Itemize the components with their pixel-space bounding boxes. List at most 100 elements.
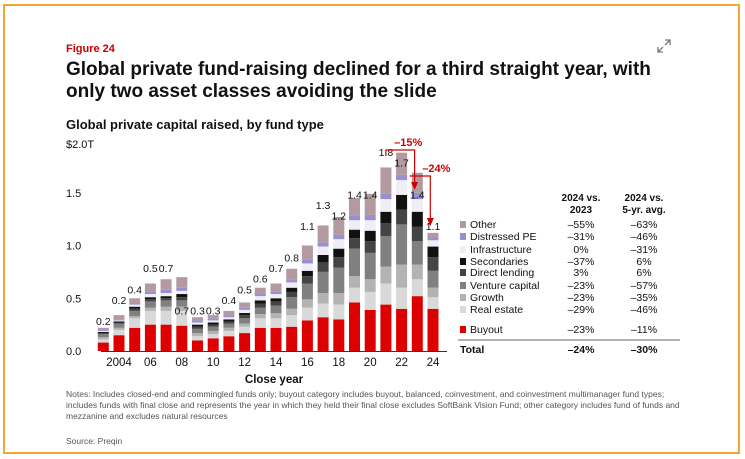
bar-segment-real-estate xyxy=(129,318,141,328)
bar-segment-distressed-pe xyxy=(176,287,188,291)
bar-total-label: 0.4 xyxy=(127,284,142,296)
expand-icon[interactable] xyxy=(657,39,671,53)
bar-segment-growth xyxy=(364,279,376,292)
bar-segment-distressed-pe xyxy=(113,319,125,321)
bar-segment-other xyxy=(192,317,203,321)
bar-segment-venture-capital xyxy=(129,310,141,317)
figure-label: Figure 24 xyxy=(66,43,115,55)
bar-segment-distressed-pe xyxy=(427,237,439,241)
bar-segment-other xyxy=(176,277,188,288)
table-cell: –57% xyxy=(631,280,658,292)
bar-segment-secondaries xyxy=(270,298,282,302)
x-tick-label: 14 xyxy=(270,357,283,369)
bar-segment-secondaries xyxy=(427,246,439,258)
bar-segment-growth xyxy=(333,292,345,305)
bar-segment-direct-lending xyxy=(223,321,235,324)
bar-total-label: 0.5 xyxy=(143,263,158,275)
bar-segment-infrastructure xyxy=(270,294,282,299)
bar-segment-growth xyxy=(301,299,313,308)
decline-arrow-head xyxy=(426,218,434,226)
bar-total-label: 1.4 xyxy=(410,189,425,201)
bar-segment-buyout xyxy=(286,326,298,351)
table-header: 2024 vs. xyxy=(562,193,601,204)
bar-segment-secondaries xyxy=(349,229,360,239)
bar-segment-venture-capital xyxy=(396,224,408,265)
legend-label: Other xyxy=(470,219,497,231)
bar-segment-other xyxy=(349,198,360,216)
bar-segment-secondaries xyxy=(411,211,423,227)
bar-segment-buyout xyxy=(160,324,172,351)
bar-segment-real-estate xyxy=(364,291,376,310)
bar-segment-infrastructure xyxy=(396,180,408,195)
bar-segment-secondaries xyxy=(333,248,345,258)
bar-segment-venture-capital xyxy=(317,271,329,293)
bar-total-label: 0.5 xyxy=(237,284,252,296)
bar-segment-distressed-pe xyxy=(364,214,376,221)
bar-segment-buyout xyxy=(380,304,392,351)
bar-segment-growth xyxy=(160,306,172,311)
legend-swatch xyxy=(460,233,466,240)
bar-total-label: 0.7 xyxy=(159,263,174,275)
bar-segment-infrastructure xyxy=(129,304,141,307)
table-cell: 0% xyxy=(573,244,588,256)
bar-segment-venture-capital xyxy=(301,283,313,300)
bar-segment-infrastructure xyxy=(301,263,313,271)
bar-segment-other xyxy=(239,302,251,308)
bar-segment-direct-lending xyxy=(192,326,203,329)
bar-segment-buyout xyxy=(144,324,156,351)
bar-segment-real-estate xyxy=(113,329,125,336)
bar-segment-infrastructure xyxy=(144,294,156,298)
legend-swatch xyxy=(460,326,466,333)
table-header: 5-yr. avg. xyxy=(622,205,666,216)
bar-segment-buyout xyxy=(427,308,439,351)
bar-segment-secondaries xyxy=(396,194,408,210)
legend-label: Real estate xyxy=(470,304,523,316)
chart-notes: Notes: Includes closed-end and commingle… xyxy=(66,389,680,421)
x-tick-label: 18 xyxy=(332,357,345,369)
annotation-label: –24% xyxy=(422,163,450,175)
x-tick-label: 2004 xyxy=(106,357,132,369)
bar-total-label: 0.3 xyxy=(190,305,205,317)
bar-total-label: 0.8 xyxy=(284,253,299,265)
bar-segment-real-estate xyxy=(207,334,219,339)
bar-segment-buyout xyxy=(239,333,251,351)
bar-segment-infrastructure xyxy=(223,317,235,320)
y-tick-label: 0.0 xyxy=(66,346,81,358)
table-cell: –37% xyxy=(568,256,595,268)
legend-swatch xyxy=(460,258,466,265)
legend-label: Infrastructure xyxy=(470,244,532,256)
bar-segment-secondaries xyxy=(113,321,125,323)
decline-arrow-line xyxy=(409,175,431,222)
bar-segment-venture-capital xyxy=(113,323,125,328)
bar-segment-direct-lending xyxy=(239,315,251,319)
bar-segment-infrastructure xyxy=(97,330,109,333)
bar-segment-other xyxy=(144,283,156,292)
bar-segment-real-estate xyxy=(380,283,392,305)
y-tick-label: 0.5 xyxy=(66,293,81,305)
bar-segment-direct-lending xyxy=(113,322,125,324)
bar-segment-other xyxy=(270,283,282,292)
bar-segment-growth xyxy=(176,306,188,311)
x-tick-label: 06 xyxy=(144,357,157,369)
bar-segment-direct-lending xyxy=(349,238,360,249)
bar-segment-distressed-pe xyxy=(301,259,313,264)
bar-segment-distressed-pe xyxy=(97,329,109,331)
bar-segment-venture-capital xyxy=(192,328,203,334)
bar-total-label: 1.2 xyxy=(331,210,346,222)
bar-total-label: 0.6 xyxy=(253,274,268,286)
table-cell: –29% xyxy=(568,304,595,316)
bar-segment-growth xyxy=(270,313,282,319)
bar-segment-secondaries xyxy=(176,294,188,298)
bar-segment-real-estate xyxy=(223,330,235,337)
bar-segment-infrastructure xyxy=(349,220,360,230)
bar-segment-venture-capital xyxy=(286,297,298,309)
bar-segment-secondaries xyxy=(144,297,156,300)
bar-segment-other xyxy=(427,232,439,238)
bar-segment-infrastructure xyxy=(113,320,125,322)
table-cell: –46% xyxy=(631,231,658,243)
bar-segment-secondaries xyxy=(97,332,109,334)
bar-segment-real-estate xyxy=(349,287,360,303)
bar-segment-secondaries xyxy=(301,270,313,277)
bar-segment-real-estate xyxy=(97,339,109,343)
table-cell: –23% xyxy=(568,292,595,304)
